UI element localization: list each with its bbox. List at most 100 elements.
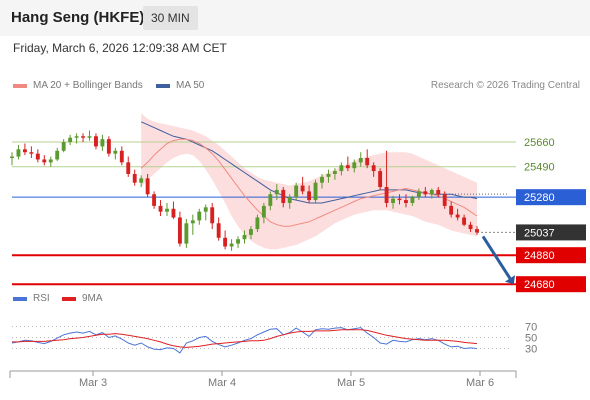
ma9-line xyxy=(12,329,478,348)
x-axis-label: Mar 3 xyxy=(79,377,107,389)
candle-body xyxy=(429,189,434,195)
candle-body xyxy=(210,207,215,224)
candle-body xyxy=(384,187,389,203)
bollinger-band xyxy=(141,113,477,250)
interval-badge[interactable]: 30 MIN xyxy=(143,6,198,30)
candle-body xyxy=(48,159,53,163)
candle-body xyxy=(352,162,357,169)
candle-body xyxy=(423,191,428,195)
candle-body xyxy=(158,205,163,212)
candle-body xyxy=(307,191,312,201)
candle-body xyxy=(255,217,260,230)
candle-body xyxy=(152,194,157,206)
rsi-tick-label: 30 xyxy=(525,344,537,356)
pivot-label: 25280 xyxy=(524,192,555,204)
candle-body xyxy=(126,162,131,174)
instrument-title: Hang Seng (HKFE) xyxy=(11,9,145,26)
forecast-arrow xyxy=(481,235,512,280)
support-2-label-box xyxy=(516,276,586,293)
candle-body xyxy=(416,191,421,198)
resistance-1-label: 25660 xyxy=(524,137,555,149)
candle-body xyxy=(449,205,454,215)
candle-body xyxy=(81,136,85,138)
candle-body xyxy=(397,198,402,201)
candle-body xyxy=(242,234,247,240)
candle-body xyxy=(268,194,273,206)
candle-body xyxy=(455,214,460,218)
candle-body xyxy=(184,223,189,244)
candle-body xyxy=(339,165,344,172)
candle-body xyxy=(475,229,479,233)
candle-body xyxy=(10,156,14,159)
ma50-swatch xyxy=(156,83,170,88)
candle-body xyxy=(139,178,144,183)
candle-body xyxy=(29,152,34,154)
rsi-label: RSI xyxy=(33,293,50,304)
rsi-swatch xyxy=(13,296,27,301)
support-1-label-box xyxy=(516,247,586,264)
candle-body xyxy=(332,171,337,174)
candle-body xyxy=(177,217,182,244)
legend-9ma: 9MA xyxy=(62,293,103,304)
ma50-line xyxy=(140,121,478,204)
chart-header: Hang Seng (HKFE) 30 MIN xyxy=(0,0,590,36)
candle-body xyxy=(468,224,473,230)
candle-body xyxy=(190,220,195,224)
resistance-2-label: 25490 xyxy=(524,162,555,174)
candle-body xyxy=(87,136,92,138)
legend-ma20: MA 20 + Bollinger Bands xyxy=(13,80,143,91)
candle-body xyxy=(442,194,447,206)
candle-body xyxy=(300,185,305,192)
x-axis-label: Mar 6 xyxy=(466,377,494,389)
candle-body xyxy=(378,171,383,188)
candle-body xyxy=(391,198,395,203)
candle-body xyxy=(74,136,79,138)
candle-body xyxy=(236,239,240,244)
candle-body xyxy=(320,176,324,183)
candle-body xyxy=(294,185,299,198)
candle-body xyxy=(94,136,98,147)
current-price-label: 25037 xyxy=(524,227,555,239)
ma50-label: MA 50 xyxy=(176,80,205,91)
candle-body xyxy=(249,229,253,235)
candle-body xyxy=(436,189,441,195)
candle-body xyxy=(223,237,228,247)
candle-body xyxy=(16,149,21,157)
candle-body xyxy=(35,153,40,160)
rsi-tick-label: 70 xyxy=(525,322,537,334)
candle-body xyxy=(410,197,415,203)
research-credit: Research © 2026 Trading Central xyxy=(430,80,580,91)
candle-body xyxy=(229,243,234,247)
candle-body xyxy=(203,207,208,212)
support-2-label: 24680 xyxy=(524,279,555,291)
candle-body xyxy=(197,211,202,221)
ma20-label: MA 20 + Bollinger Bands xyxy=(33,80,143,91)
timestamp: Friday, March 6, 2026 12:09:38 AM CET xyxy=(13,41,227,55)
current-price-box xyxy=(516,224,586,241)
candle-body xyxy=(261,205,266,218)
candle-body xyxy=(274,189,279,195)
candle-body xyxy=(119,150,124,163)
candle-body xyxy=(371,165,376,172)
candle-body xyxy=(462,217,467,225)
x-axis-label: Mar 4 xyxy=(208,377,236,389)
candle-body xyxy=(145,178,150,195)
pivot-label-box xyxy=(516,189,586,206)
candle-body xyxy=(165,208,169,212)
ma20-line xyxy=(140,138,478,227)
candle-body xyxy=(42,159,47,163)
candle-body xyxy=(345,165,350,169)
candle-body xyxy=(326,173,331,177)
candle-body xyxy=(132,173,137,183)
candle-body xyxy=(106,139,111,154)
legend-rsi: RSI xyxy=(13,293,50,304)
ma20-swatch xyxy=(13,83,27,88)
candle-body xyxy=(113,150,118,154)
candle-body xyxy=(100,139,105,147)
candle-body xyxy=(171,208,176,218)
rsi-line xyxy=(11,327,478,354)
candle-body xyxy=(61,142,66,151)
ma9-label: 9MA xyxy=(82,293,103,304)
candle-body xyxy=(55,150,60,160)
